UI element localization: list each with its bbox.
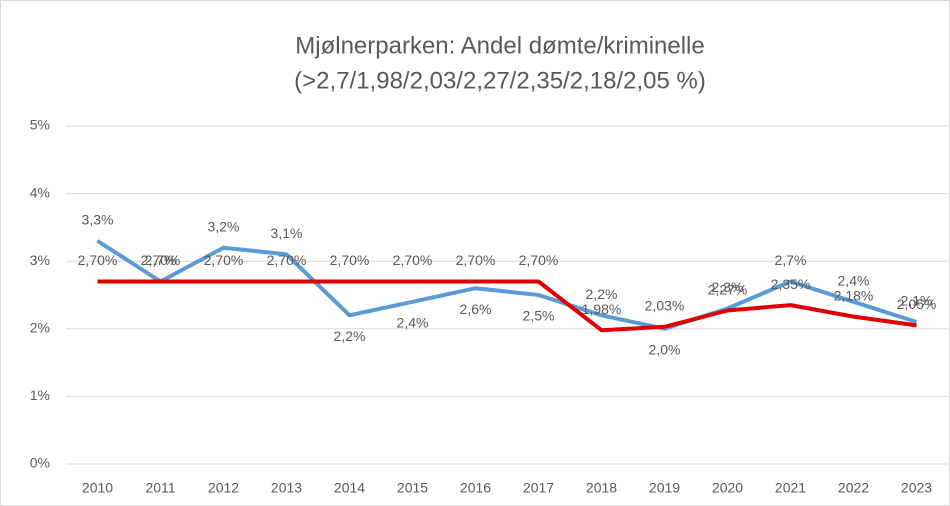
- data-label: 2,70%: [456, 252, 496, 268]
- x-tick-label: 2023: [901, 480, 932, 496]
- x-tick-label: 2018: [586, 480, 617, 496]
- chart-subtitle: (>2,7/1,98/2,03/2,27/2,35/2,18/2,05 %): [294, 67, 706, 94]
- x-tick-label: 2019: [649, 480, 680, 496]
- line-series: [97, 279, 917, 333]
- data-label: 2,18%: [834, 287, 874, 303]
- data-label: 2,70%: [519, 252, 559, 268]
- data-label: 2,70%: [330, 252, 370, 268]
- data-label: 2,70%: [267, 252, 307, 268]
- x-tick-label: 2021: [775, 480, 806, 496]
- data-label: 2,3%: [712, 279, 744, 295]
- y-tick-label: 1%: [30, 387, 50, 403]
- data-label: 2,6%: [460, 301, 492, 317]
- x-tick-label: 2022: [838, 480, 869, 496]
- y-tick-label: 3%: [30, 252, 50, 268]
- data-label: 2,27%: [708, 281, 748, 297]
- data-label: 2,05%: [897, 296, 937, 312]
- x-tick-label: 2010: [82, 480, 113, 496]
- data-label: 2,03%: [645, 297, 685, 313]
- line-series: [96, 239, 918, 331]
- data-label: 2,2%: [586, 286, 618, 302]
- data-label: 2,70%: [204, 252, 244, 268]
- chart-title: Mjølnerparken: Andel dømte/kriminelle: [295, 32, 705, 59]
- data-label: 1,98%: [582, 301, 622, 317]
- data-label: 2,2%: [334, 328, 366, 344]
- data-label: 2,5%: [523, 308, 555, 324]
- data-label: 2,35%: [771, 276, 811, 292]
- x-tick-label: 2015: [397, 480, 428, 496]
- data-label: 2,70%: [141, 252, 181, 268]
- y-tick-label: 0%: [30, 455, 50, 471]
- data-label: 2,70%: [78, 252, 118, 268]
- y-tick-label: 2%: [30, 320, 50, 336]
- data-label: 2,4%: [838, 272, 870, 288]
- x-tick-label: 2017: [523, 480, 554, 496]
- data-label: 2,70%: [393, 252, 433, 268]
- x-tick-label: 2014: [334, 480, 365, 496]
- data-label: 2,7%: [145, 252, 177, 268]
- data-label: 3,3%: [82, 212, 114, 228]
- x-tick-label: 2016: [460, 480, 491, 496]
- data-label: 2,4%: [397, 314, 429, 330]
- x-tick-label: 2012: [208, 480, 239, 496]
- x-tick-label: 2020: [712, 480, 743, 496]
- data-label: 2,1%: [901, 293, 933, 309]
- data-label: 3,1%: [271, 225, 303, 241]
- y-tick-label: 5%: [30, 117, 50, 133]
- y-tick-label: 4%: [30, 184, 50, 200]
- data-label: 3,2%: [208, 218, 240, 234]
- data-label: 2,7%: [775, 252, 807, 268]
- x-tick-label: 2011: [145, 480, 175, 496]
- x-tick-label: 2013: [271, 480, 302, 496]
- data-label: 2,0%: [649, 342, 681, 358]
